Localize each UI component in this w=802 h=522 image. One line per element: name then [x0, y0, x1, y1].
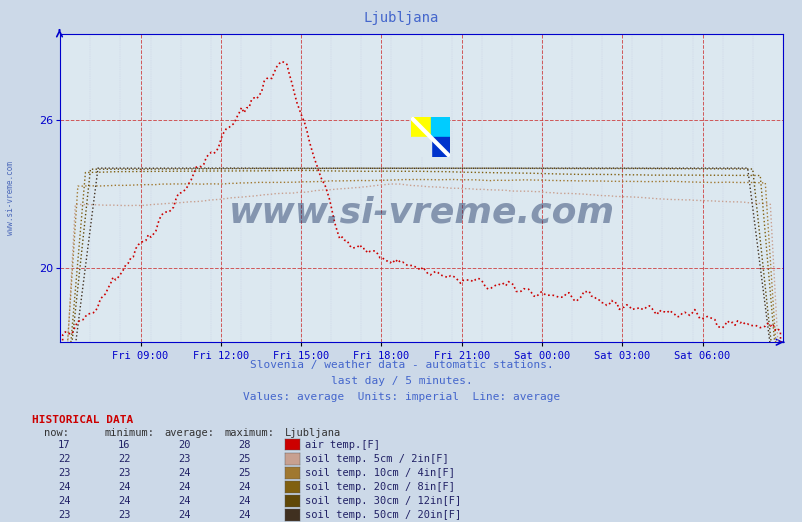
Text: 20: 20 [178, 440, 191, 450]
Text: 24: 24 [238, 482, 251, 492]
Text: 23: 23 [58, 510, 71, 520]
Text: 24: 24 [238, 510, 251, 520]
Text: 24: 24 [58, 496, 71, 506]
Text: 17: 17 [58, 440, 71, 450]
Text: now:: now: [44, 428, 69, 438]
Text: 24: 24 [178, 468, 191, 478]
Text: 22: 22 [118, 454, 131, 464]
Text: soil temp. 5cm / 2in[F]: soil temp. 5cm / 2in[F] [305, 454, 448, 464]
Text: last day / 5 minutes.: last day / 5 minutes. [330, 376, 472, 386]
Text: maximum:: maximum: [225, 428, 274, 438]
Text: 24: 24 [118, 482, 131, 492]
Text: 22: 22 [58, 454, 71, 464]
Text: average:: average: [164, 428, 214, 438]
Bar [410, 137, 430, 157]
Text: 24: 24 [178, 482, 191, 492]
Text: 23: 23 [118, 468, 131, 478]
Text: 23: 23 [178, 454, 191, 464]
Text: 24: 24 [118, 496, 131, 506]
Text: www.si-vreme.com: www.si-vreme.com [229, 196, 614, 230]
Text: minimum:: minimum: [104, 428, 154, 438]
Text: soil temp. 30cm / 12in[F]: soil temp. 30cm / 12in[F] [305, 496, 461, 506]
Text: 23: 23 [58, 468, 71, 478]
Text: soil temp. 10cm / 4in[F]: soil temp. 10cm / 4in[F] [305, 468, 455, 478]
Text: 23: 23 [118, 510, 131, 520]
Text: Ljubljana: Ljubljana [285, 428, 341, 438]
Text: 25: 25 [238, 454, 251, 464]
Text: 28: 28 [238, 440, 251, 450]
Text: Ljubljana: Ljubljana [363, 11, 439, 25]
Text: Slovenia / weather data - automatic stations.: Slovenia / weather data - automatic stat… [249, 360, 553, 371]
Bar [430, 137, 450, 157]
Text: 24: 24 [238, 496, 251, 506]
Text: www.si-vreme.com: www.si-vreme.com [6, 161, 15, 235]
Text: 25: 25 [238, 468, 251, 478]
Text: 16: 16 [118, 440, 131, 450]
Text: 24: 24 [178, 510, 191, 520]
Text: soil temp. 50cm / 20in[F]: soil temp. 50cm / 20in[F] [305, 510, 461, 520]
Text: HISTORICAL DATA: HISTORICAL DATA [32, 415, 133, 425]
Text: air temp.[F]: air temp.[F] [305, 440, 379, 450]
Bar [430, 117, 450, 137]
Text: soil temp. 20cm / 8in[F]: soil temp. 20cm / 8in[F] [305, 482, 455, 492]
Text: 24: 24 [58, 482, 71, 492]
Bar [410, 117, 430, 137]
Text: 24: 24 [178, 496, 191, 506]
Text: Values: average  Units: imperial  Line: average: Values: average Units: imperial Line: av… [242, 392, 560, 402]
